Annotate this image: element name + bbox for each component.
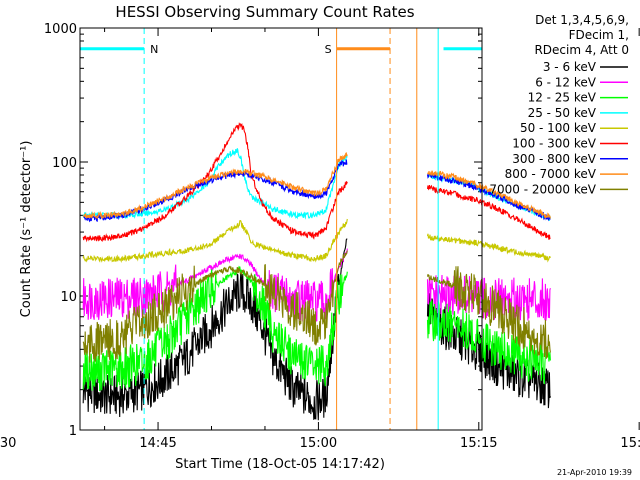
footer-timestamp: 21-Apr-2010 19:39: [557, 468, 632, 477]
legend-header-line: Det 1,3,4,5,6,9,: [535, 13, 629, 27]
y-tick-label: 100: [52, 156, 77, 171]
y-tick-label: 1000: [44, 22, 77, 37]
x-tick-label: 15:00: [300, 436, 337, 451]
y-axis-label-text: Count Rate (s⁻¹ detector⁻¹): [19, 141, 34, 318]
chart-title: HESSI Observing Summary Count Rates: [115, 3, 414, 21]
legend-label: 25 - 50 keV: [528, 106, 597, 120]
y-axis-label: Count Rate (s⁻¹ detector⁻¹): [19, 141, 34, 318]
series-line-4: [426, 233, 551, 263]
legend-label: 6 - 12 keV: [535, 75, 597, 89]
series-line-7: [427, 170, 551, 220]
legend-label: 800 - 7000 keV: [505, 167, 597, 181]
series-line-5: [82, 122, 348, 243]
legend-header-line: FDecim 1,: [569, 28, 629, 42]
x-tick-label: 14:30: [0, 436, 16, 451]
series-line-5: [426, 184, 551, 240]
series-line-1: [82, 248, 348, 322]
x-tick-label: 15:30: [620, 436, 640, 451]
series-line-2: [82, 265, 348, 392]
y-tick-label: 10: [60, 290, 77, 305]
legend-label: 7000 - 20000 keV: [489, 182, 596, 196]
legend-label: 50 - 100 keV: [520, 121, 597, 135]
series-line-4: [82, 218, 348, 264]
legend-label: 3 - 6 keV: [543, 60, 597, 74]
legend: Det 1,3,4,5,6,9, FDecim 1, RDecim 4, Att…: [489, 13, 629, 196]
legend-label: 300 - 800 keV: [512, 152, 596, 166]
series-line-2: [426, 300, 551, 385]
annotation-label-N: N: [150, 43, 158, 56]
x-tick-label: 14:45: [139, 436, 176, 451]
legend-header-line: RDecim 4, Att 0: [534, 43, 629, 57]
series-line-8: [426, 266, 551, 359]
x-tick-label: 15:15: [460, 436, 497, 451]
x-axis-label: Start Time (18-Oct-05 14:17:42): [175, 457, 385, 472]
series-line-8: [82, 250, 348, 363]
series-line-3: [82, 148, 348, 220]
series-line-0: [82, 238, 348, 421]
y-tick-label: 1: [69, 424, 77, 439]
legend-label: 12 - 25 keV: [528, 91, 597, 105]
series-line-0: [426, 293, 551, 409]
series-line-7: [82, 152, 348, 220]
annotation-label-S: S: [325, 43, 332, 56]
plot-frame: [79, 27, 483, 431]
legend-label: 100 - 300 keV: [512, 137, 596, 151]
